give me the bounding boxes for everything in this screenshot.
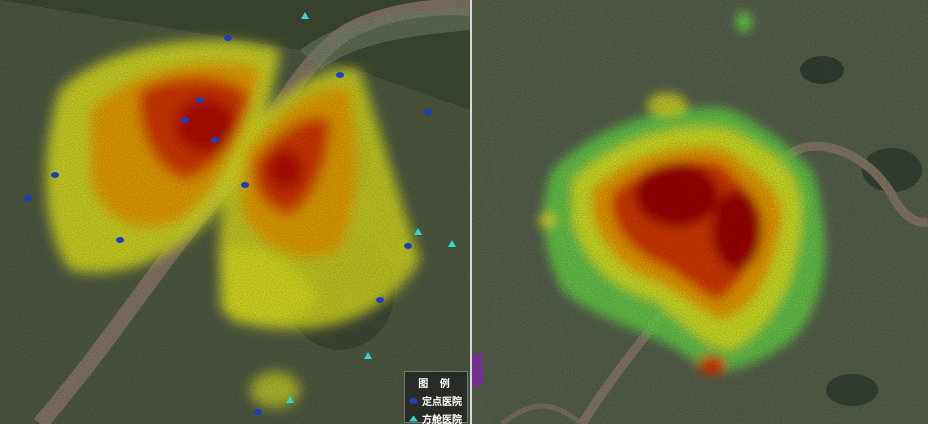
designated-hospital-icon: [409, 397, 418, 404]
legend-item-label: 定点医院: [422, 397, 462, 408]
legend-item-designated-hospital: 定点医院: [409, 393, 467, 408]
purple-patch: [472, 352, 484, 388]
panel-divider: [470, 0, 472, 424]
left-satellite-map: [0, 0, 470, 424]
legend-item-label: 方舱医院: [422, 415, 462, 424]
fangcang-hospital-icon: [409, 415, 418, 422]
hospital-markers: [24, 12, 456, 415]
legend-title: 图 例: [418, 379, 454, 390]
right-heatmap-panel: [472, 0, 928, 424]
map-legend: 图 例 定点医院 方舱医院: [404, 371, 468, 424]
legend-item-fangcang-hospital: 方舱医院: [409, 411, 467, 424]
right-satellite-map: [472, 0, 928, 424]
left-heatmap-panel: 图 例 定点医院 方舱医院: [0, 0, 470, 424]
